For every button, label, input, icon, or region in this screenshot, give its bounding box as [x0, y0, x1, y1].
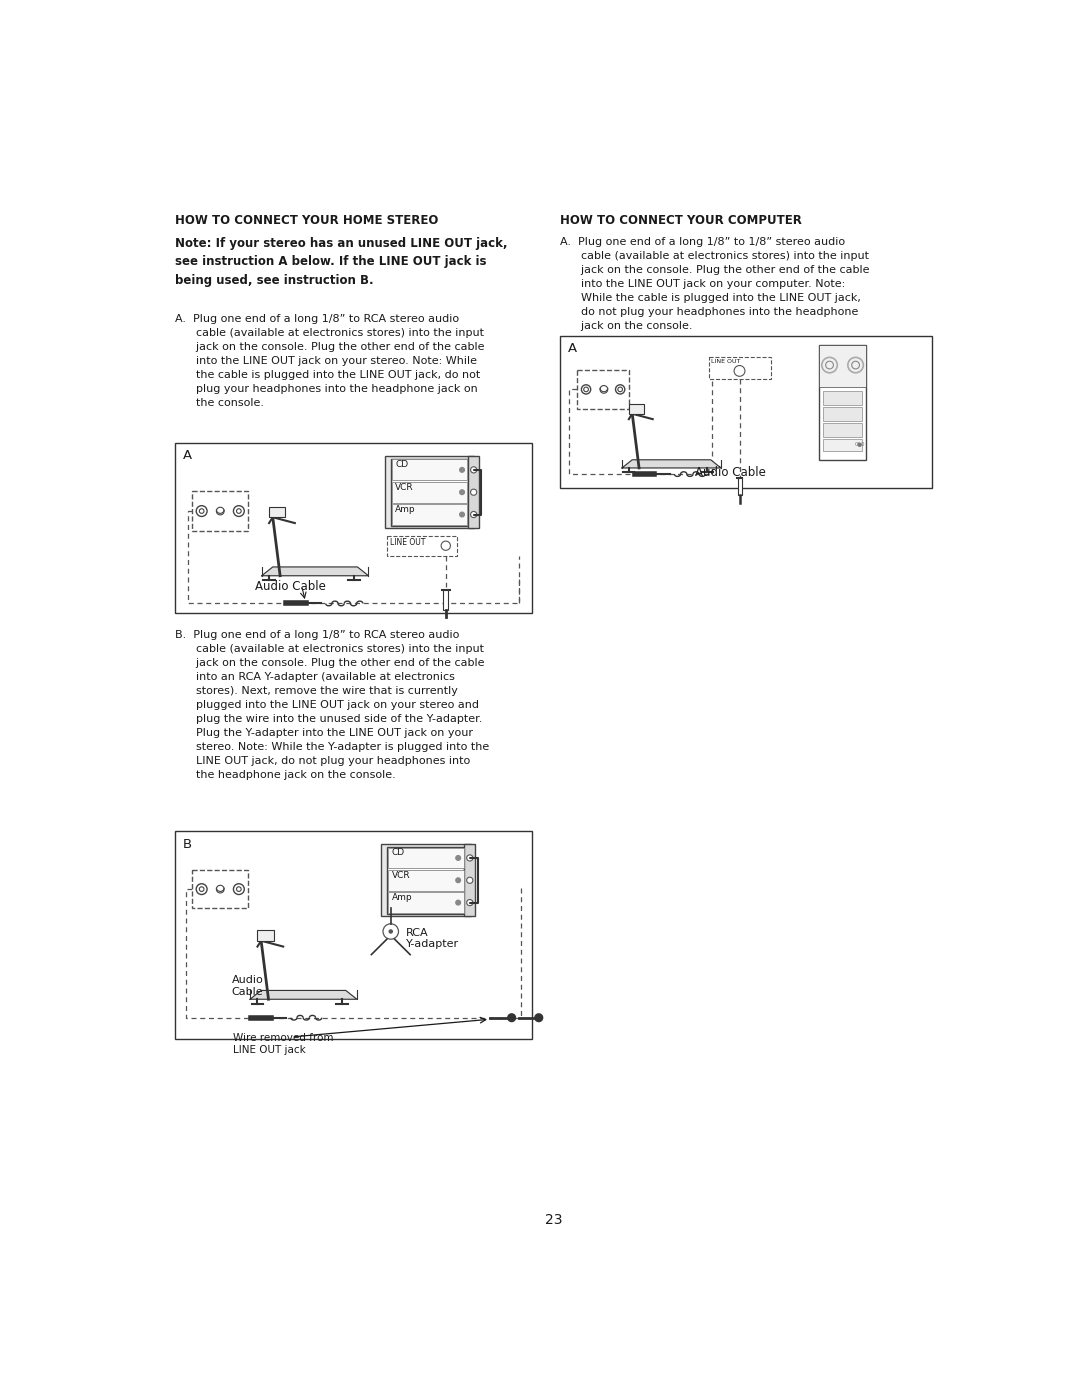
- Text: LINE OUT: LINE OUT: [711, 359, 740, 365]
- Circle shape: [467, 855, 473, 861]
- Circle shape: [389, 930, 392, 933]
- Text: A: A: [567, 342, 577, 355]
- Circle shape: [456, 877, 460, 883]
- Bar: [380, 844, 471, 916]
- Circle shape: [508, 1014, 515, 1021]
- Text: Amp: Amp: [392, 893, 413, 902]
- Circle shape: [460, 468, 464, 472]
- Circle shape: [859, 444, 861, 446]
- Bar: [823, 407, 862, 420]
- Bar: [629, 404, 644, 414]
- Circle shape: [471, 511, 476, 518]
- Bar: [820, 345, 866, 460]
- Text: VCR: VCR: [395, 482, 414, 492]
- Bar: [469, 457, 480, 528]
- Text: CD: CD: [392, 848, 405, 858]
- Text: Audio
Cable: Audio Cable: [231, 975, 264, 997]
- Text: Audio Cable: Audio Cable: [255, 580, 325, 594]
- Circle shape: [456, 900, 460, 905]
- Text: VCR: VCR: [392, 870, 410, 880]
- Bar: [444, 591, 448, 609]
- Circle shape: [859, 444, 861, 446]
- Text: A: A: [183, 450, 192, 462]
- Bar: [175, 443, 531, 613]
- Text: A.  Plug one end of a long 1/8” to 1/8” stereo audio
      cable (available at e: A. Plug one end of a long 1/8” to 1/8” s…: [559, 237, 869, 331]
- Circle shape: [456, 855, 460, 861]
- Bar: [392, 504, 468, 525]
- Circle shape: [467, 900, 473, 905]
- Bar: [823, 440, 862, 451]
- Text: 000: 000: [854, 441, 865, 447]
- Text: Audio Cable: Audio Cable: [694, 467, 766, 479]
- Bar: [384, 457, 474, 528]
- Bar: [257, 930, 273, 940]
- Bar: [577, 370, 630, 409]
- Bar: [388, 870, 463, 891]
- Bar: [175, 831, 531, 1039]
- Bar: [464, 844, 475, 916]
- Bar: [392, 460, 468, 481]
- Circle shape: [460, 490, 464, 495]
- Bar: [192, 870, 248, 908]
- Bar: [559, 335, 932, 488]
- Bar: [269, 507, 285, 517]
- Text: HOW TO CONNECT YOUR COMPUTER: HOW TO CONNECT YOUR COMPUTER: [559, 214, 801, 226]
- Text: B: B: [183, 838, 192, 851]
- Bar: [708, 358, 770, 379]
- Polygon shape: [251, 990, 356, 999]
- Circle shape: [535, 1014, 542, 1021]
- Text: A.  Plug one end of a long 1/8” to RCA stereo audio
      cable (available at el: A. Plug one end of a long 1/8” to RCA st…: [175, 314, 485, 408]
- Text: CD: CD: [395, 460, 408, 469]
- Bar: [192, 490, 248, 531]
- Text: LINE OUT: LINE OUT: [390, 538, 426, 548]
- Bar: [387, 847, 464, 914]
- Polygon shape: [261, 567, 368, 576]
- Circle shape: [859, 444, 861, 446]
- Bar: [391, 458, 469, 525]
- Circle shape: [467, 877, 473, 883]
- Text: 23: 23: [544, 1213, 563, 1227]
- Circle shape: [471, 467, 476, 474]
- Text: Amp: Amp: [395, 504, 416, 514]
- Bar: [392, 482, 468, 503]
- Bar: [388, 893, 463, 914]
- Polygon shape: [622, 460, 721, 468]
- Circle shape: [471, 489, 476, 496]
- Text: Wire removed from
LINE OUT jack: Wire removed from LINE OUT jack: [233, 1034, 334, 1055]
- Text: RCA
Y-adapter: RCA Y-adapter: [406, 928, 459, 949]
- Circle shape: [460, 513, 464, 517]
- Bar: [820, 345, 866, 387]
- Bar: [388, 848, 463, 869]
- Text: Note: If your stereo has an unused LINE OUT jack,
see instruction A below. If th: Note: If your stereo has an unused LINE …: [175, 237, 508, 286]
- Bar: [823, 391, 862, 405]
- Bar: [823, 423, 862, 437]
- Text: B.  Plug one end of a long 1/8” to RCA stereo audio
      cable (available at el: B. Plug one end of a long 1/8” to RCA st…: [175, 630, 489, 780]
- Bar: [387, 535, 457, 556]
- Text: HOW TO CONNECT YOUR HOME STEREO: HOW TO CONNECT YOUR HOME STEREO: [175, 214, 438, 226]
- Bar: [738, 478, 742, 495]
